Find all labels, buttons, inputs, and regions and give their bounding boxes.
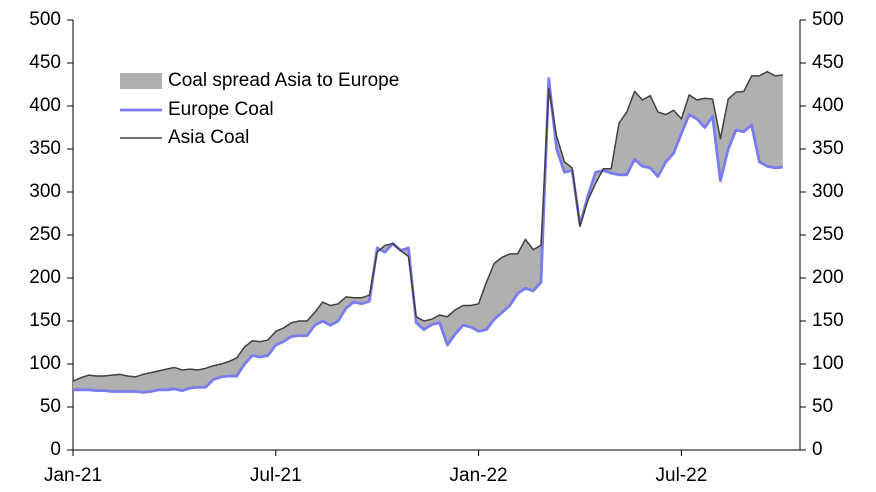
y2-tick-label: 350 [812, 138, 844, 159]
y-tick-label: 500 [29, 9, 61, 30]
y-tick-label: 150 [29, 310, 61, 331]
legend-label: Coal spread Asia to Europe [168, 70, 399, 91]
x-tick-label: Jul-22 [656, 465, 708, 486]
y2-tick-label: 400 [812, 95, 844, 116]
x-tick-label: Jan-22 [450, 465, 508, 486]
y2-tick-label: 100 [812, 353, 844, 374]
y2-tick-label: 0 [812, 439, 823, 460]
y-tick-label: 100 [29, 353, 61, 374]
y2-tick-label: 500 [812, 9, 844, 30]
series-line [73, 77, 783, 394]
spread-area [73, 71, 783, 393]
legend-label: Asia Coal [168, 127, 249, 148]
y-tick-label: 200 [29, 267, 61, 288]
y2-tick-label: 150 [812, 310, 844, 331]
y2-tick-label: 300 [812, 181, 844, 202]
y-tick-label: 250 [29, 224, 61, 245]
legend-swatch [120, 73, 162, 89]
y2-tick-label: 50 [812, 396, 833, 417]
y-tick-label: 350 [29, 138, 61, 159]
y-tick-label: 0 [50, 439, 61, 460]
series-line [72, 70, 783, 382]
y2-tick-label: 250 [812, 224, 844, 245]
x-tick-label: Jul-21 [250, 465, 302, 486]
x-tick-label: Jan-21 [44, 465, 102, 486]
y-tick-label: 400 [29, 95, 61, 116]
y2-tick-label: 200 [812, 267, 844, 288]
y-tick-label: 50 [40, 396, 61, 417]
legend-label: Europe Coal [168, 99, 274, 120]
y-tick-label: 450 [29, 52, 61, 73]
y-tick-label: 300 [29, 181, 61, 202]
y2-tick-label: 450 [812, 52, 844, 73]
